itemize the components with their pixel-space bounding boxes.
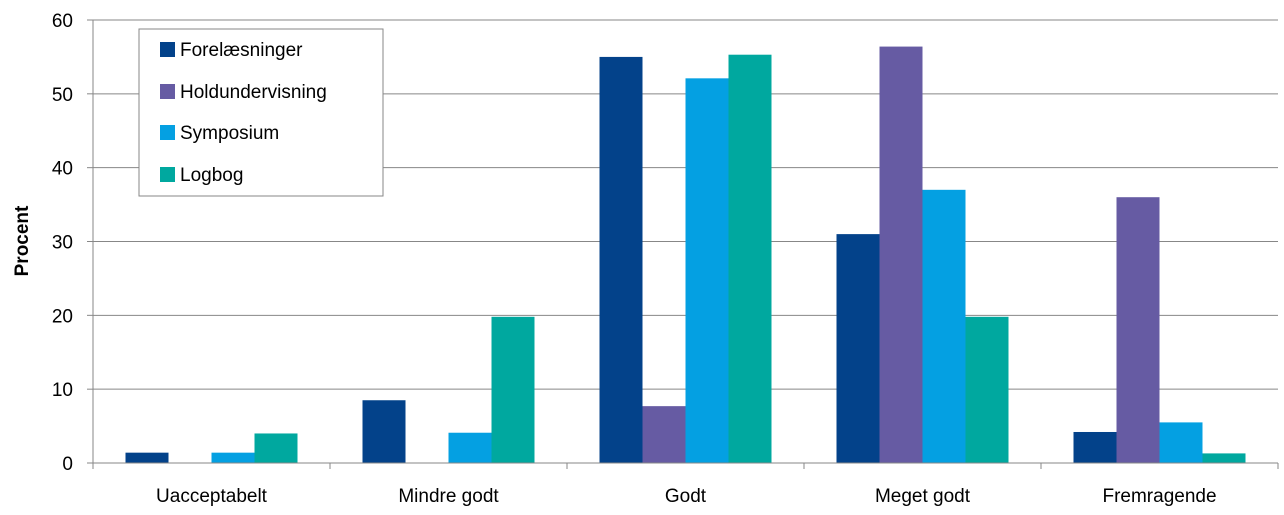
legend-swatch — [160, 84, 175, 99]
y-tick-label: 40 — [52, 159, 73, 180]
bar — [879, 46, 923, 463]
x-tick-labels: Uacceptabelt Mindre godt Godt Meget godt Fre… — [156, 486, 1216, 507]
y-tick-labels: 0 10 20 30 40 50 60 — [52, 11, 73, 475]
y-tick-label: 50 — [52, 85, 73, 106]
bar — [836, 234, 880, 463]
y-tick-label: 0 — [62, 454, 73, 475]
bar — [965, 316, 1009, 463]
legend-label: Holdundervisning — [180, 82, 327, 103]
bars — [125, 46, 1246, 464]
y-tick-label: 10 — [52, 380, 73, 401]
bar — [1202, 453, 1246, 463]
legend-swatch — [160, 42, 175, 57]
bar — [728, 54, 772, 464]
x-tick-label: Meget godt — [875, 486, 971, 507]
bar — [1073, 431, 1117, 463]
y-axis-title: Procent — [12, 205, 33, 276]
legend-box — [138, 28, 384, 197]
bar — [211, 452, 255, 463]
bar — [685, 78, 729, 463]
x-tick-label: Uacceptabelt — [156, 486, 268, 507]
legend-label: Logbog — [180, 165, 243, 186]
bar — [1159, 422, 1203, 463]
bar — [1116, 197, 1160, 463]
bar — [254, 433, 298, 463]
x-tick-label: Godt — [665, 486, 707, 507]
bar — [491, 316, 535, 463]
legend-swatch — [160, 167, 175, 182]
legend-swatch — [160, 125, 175, 140]
bar — [448, 432, 492, 463]
legend: Forelæsninger Holdundervisning Symposium Lo… — [138, 28, 384, 197]
bar — [125, 452, 169, 463]
x-tick-label: Fremragende — [1102, 486, 1216, 507]
bar — [362, 400, 406, 463]
bar — [599, 56, 643, 464]
bar — [642, 406, 686, 463]
bar — [922, 189, 966, 464]
y-tick-label: 30 — [52, 233, 73, 254]
y-tick-label: 20 — [52, 306, 73, 327]
legend-label: Symposium — [180, 123, 279, 144]
axes — [87, 19, 1279, 469]
y-tick-label: 60 — [52, 11, 73, 32]
legend-label: Forelæsninger — [180, 40, 303, 61]
x-tick-label: Mindre godt — [398, 486, 499, 507]
